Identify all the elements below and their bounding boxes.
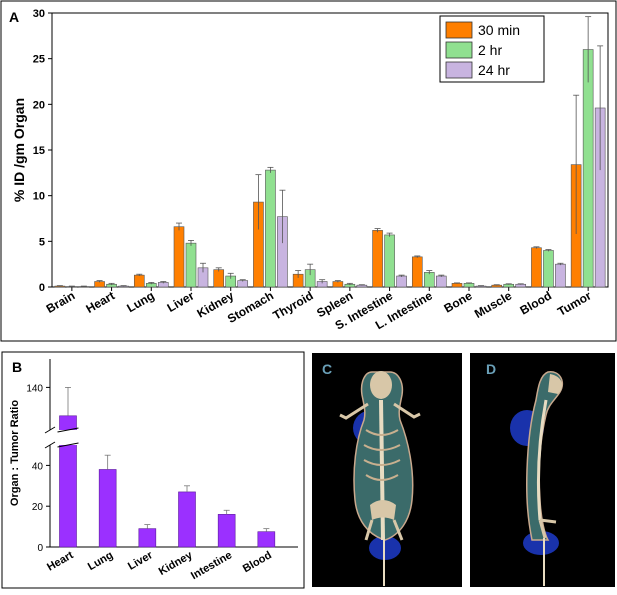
bar-a [452,283,462,287]
legend-swatch-a [446,22,472,38]
y-tick-label-a: 0 [39,282,45,294]
bar-b [99,469,116,547]
panel-c-image: C [312,353,462,587]
bar-a [424,272,434,287]
legend-label-a: 24 hr [478,62,510,78]
bar-a [464,283,474,287]
bar-a [555,264,565,287]
bar-a [238,281,248,287]
bar-break-gap [59,430,78,445]
legend-swatch-a [446,42,472,58]
y-tick-label-a: 20 [33,99,45,111]
bar-a [543,250,553,287]
y-tick-label-a: 30 [33,8,45,20]
legend-label-a: 30 min [478,22,520,38]
y-axis-label-a: % ID /gm Organ [11,98,27,202]
bar-a [412,257,422,287]
y-tick-label-b: 0 [37,543,43,554]
bar-a [385,235,395,287]
panel-b-label: B [12,359,22,375]
legend-label-a: 2 hr [478,42,502,58]
bar-a [531,248,541,287]
y-tick-label-b: 20 [32,502,44,513]
panel-c-label: C [322,361,332,377]
bar-a [214,270,224,287]
bar-b [179,492,196,547]
panel-d-image: D [470,353,615,587]
legend-swatch-a [446,62,472,78]
bar-b [218,514,235,547]
bar-a [397,276,407,287]
bar-a [373,230,383,287]
y-tick-label-a: 5 [39,236,45,248]
bar-a [583,50,593,287]
y-axis-label-b: Organ : Tumor Ratio [9,400,21,506]
y-tick-label-a: 15 [33,145,45,157]
bar-b [258,532,275,547]
y-tick-label-b: 40 [32,461,44,472]
bar-b [139,529,156,547]
y-tick-label-b: 140 [26,383,43,394]
y-tick-label-a: 10 [33,191,45,203]
panel-a-label: A [9,9,19,25]
bar-a [174,227,184,287]
bar-a [265,170,275,287]
y-tick-label-a: 25 [33,54,45,66]
bar-a [186,243,196,287]
panel-d-label: D [486,361,496,377]
bar-a [436,276,446,287]
bar-a [134,275,144,287]
